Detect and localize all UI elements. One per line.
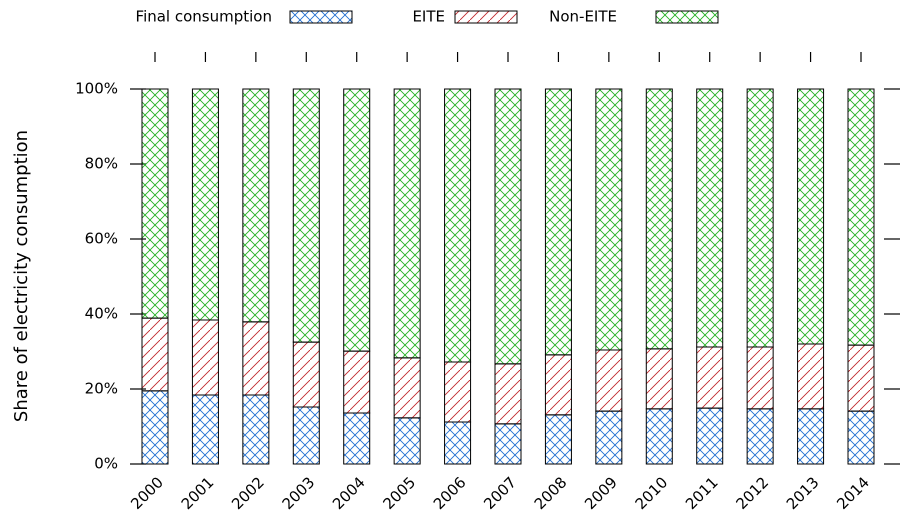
bar-segment	[696, 346, 724, 409]
bar-segment	[544, 88, 572, 356]
bar-segment	[494, 363, 522, 425]
x-tick-label: 2004	[329, 473, 369, 513]
x-tick-label: 2014	[833, 473, 873, 513]
bar-segment	[595, 349, 623, 412]
bar-segment	[393, 417, 421, 465]
bar-segment	[847, 410, 875, 465]
x-tick-label: 2009	[581, 473, 621, 513]
bar-segment	[595, 410, 623, 465]
bar-segment	[292, 88, 320, 343]
bar-segment	[746, 408, 774, 465]
bar-segment	[191, 394, 219, 465]
bar-segment	[797, 343, 825, 410]
bar-segment	[696, 407, 724, 465]
bar-segment	[141, 390, 169, 465]
x-tick-label: 2003	[279, 473, 319, 513]
y-tick-label: 60%	[85, 230, 118, 248]
bar-segment	[242, 321, 270, 396]
x-tick-label: 2011	[682, 473, 722, 513]
bar-segment	[746, 346, 774, 410]
bar-segment	[595, 88, 623, 351]
y-tick-label: 80%	[85, 155, 118, 173]
y-tick-label: 100%	[75, 80, 118, 98]
bar-segment	[847, 344, 875, 412]
bar-segment	[343, 350, 371, 414]
bar-segment	[797, 88, 825, 345]
legend-label: EITE	[412, 8, 445, 26]
legend-swatch	[655, 10, 719, 24]
y-tick-label: 20%	[85, 380, 118, 398]
y-tick-label: 40%	[85, 305, 118, 323]
bar-segment	[696, 88, 724, 348]
x-tick-label: 2007	[480, 473, 520, 513]
bar-segment	[847, 88, 875, 346]
bar-segment	[544, 414, 572, 465]
x-tick-label: 2012	[732, 473, 772, 513]
bar-segment	[444, 361, 472, 423]
legend-swatch	[454, 10, 518, 24]
bar-segment	[191, 319, 219, 396]
legend-swatch	[289, 10, 353, 24]
bar-segment	[191, 88, 219, 321]
bar-segment	[645, 408, 673, 465]
x-tick-label: 2005	[379, 473, 419, 513]
bar-segment	[494, 423, 522, 465]
bar-segment	[393, 88, 421, 359]
x-tick-label: 2000	[127, 473, 167, 513]
bar-segment	[242, 88, 270, 323]
bar-segment	[494, 88, 522, 365]
y-tick-label: 0%	[94, 455, 118, 473]
x-tick-label: 2001	[178, 473, 218, 513]
x-tick-label: 2013	[783, 473, 823, 513]
legend-label: Final consumption	[136, 8, 272, 26]
x-tick-label: 2008	[531, 473, 571, 513]
y-axis-title: Share of electricity consumption	[11, 130, 32, 422]
legend-label: Non-EITE	[549, 8, 617, 26]
bar-segment	[292, 341, 320, 408]
bar-segment	[645, 88, 673, 350]
bar-segment	[393, 357, 421, 419]
bar-segment	[645, 348, 673, 410]
bar-segment	[444, 421, 472, 465]
bar-segment	[444, 88, 472, 363]
bar-segment	[797, 408, 825, 465]
x-tick-label: 2002	[228, 473, 268, 513]
bar-segment	[544, 354, 572, 416]
bar-segment	[746, 88, 774, 348]
x-tick-label: 2010	[632, 473, 672, 513]
bar-segment	[292, 406, 320, 465]
bar-segment	[242, 394, 270, 465]
x-tick-label: 2006	[430, 473, 470, 513]
bar-segment	[343, 88, 371, 352]
bar-segment	[141, 88, 169, 319]
bar-segment	[141, 317, 169, 392]
bar-segment	[343, 412, 371, 465]
